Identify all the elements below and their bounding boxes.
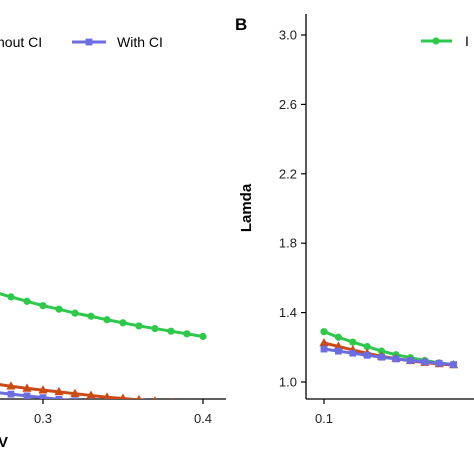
panel-a-series-0-point-9 xyxy=(55,305,63,313)
panel-b-series-2-point-3 xyxy=(363,351,371,359)
panel-a-series-0-point-16 xyxy=(167,327,175,335)
panel-b-x-ticks: 0.1 xyxy=(315,399,333,426)
panel-a-series-1-point-14 xyxy=(136,394,142,399)
panel-b-series-2-point-8 xyxy=(435,359,443,367)
panel-a-series-0-point-7 xyxy=(23,297,31,305)
panel-b-series-1-point-0 xyxy=(319,337,329,347)
panel-a-series-0-point-15 xyxy=(151,324,159,333)
panel-a-series-1-point-6 xyxy=(6,381,16,390)
panel-b-y-tick-label-5: 3.0 xyxy=(279,28,297,43)
panel-a-legend-label-1: With CI xyxy=(117,34,163,50)
panel-a-series-1-point-10 xyxy=(70,388,80,397)
panel-a-series-2-point-15 xyxy=(152,404,159,411)
panel-b-legend-key-marker-0 xyxy=(432,37,440,45)
panel-b-series xyxy=(319,328,459,369)
panel-b-series-0-point-3 xyxy=(363,343,371,351)
panel-a-series-0-point-18 xyxy=(199,332,207,341)
panel-a-series-1-line xyxy=(0,383,148,399)
panel-b-y-tick-label-0: 1.0 xyxy=(279,375,297,390)
panel-b-series-0-point-1 xyxy=(334,333,342,341)
panel-a-series-0-point-17 xyxy=(183,330,191,338)
panel-a-x-ticks: 0.3 0.4 xyxy=(34,399,212,426)
panel-a-series-0-point-10 xyxy=(71,309,79,317)
panel-b-letter: B xyxy=(235,15,247,34)
panel-b-series-2-point-6 xyxy=(407,357,414,364)
panel-a-series-2-point-14 xyxy=(136,403,143,410)
panel-b-series-2-point-9 xyxy=(450,361,457,369)
panel-b-series-2-point-4 xyxy=(378,353,385,361)
panel-a-series-1-point-17 xyxy=(186,398,188,399)
panel-a-series-0-point-8 xyxy=(39,302,47,310)
panel-b-y-tick-label-1: 1.4 xyxy=(279,305,297,320)
panel-a-x-tick-label-0: 0.3 xyxy=(34,411,52,426)
panel-a-series-2-point-16 xyxy=(168,405,175,412)
panel-b-series-2-line xyxy=(323,347,454,367)
panel-b-y-tick-label-4: 2.6 xyxy=(279,97,297,112)
panel-b-series-0-point-0 xyxy=(320,328,328,336)
panel-b-legend-label-0: I xyxy=(465,33,469,49)
panel-a-series-2-point-11 xyxy=(87,398,95,399)
panel-b-series-1-point-1 xyxy=(333,341,343,350)
panel-a-legend-label-0: hout CI xyxy=(0,34,42,50)
panel-a-x-axis-label-fragment: V xyxy=(0,434,8,451)
panel-a-series-1-point-7 xyxy=(22,383,32,392)
panel-a-series-2-point-13 xyxy=(120,401,127,408)
panel-a-legend: hout CI With CI xyxy=(0,34,163,50)
panel-b-series-0-point-2 xyxy=(349,338,357,346)
panel-a-series-2-point-12 xyxy=(104,400,111,407)
panel-a-series-2-point-10 xyxy=(71,397,79,399)
panel-a-series-0-point-6 xyxy=(7,293,15,301)
panel-b-series-2-point-1 xyxy=(335,347,342,355)
panel-a-series-2-point-17 xyxy=(184,406,191,413)
panel-a-series-2-point-6 xyxy=(7,390,15,398)
panel-a-legend-key-marker-1 xyxy=(85,38,93,46)
panel-b-x-tick-label-0: 0.1 xyxy=(315,411,333,426)
panel-a-series-2-point-8 xyxy=(39,394,47,399)
panel-a-series-2-point-9 xyxy=(55,396,63,399)
panel-a-series-1-point-15 xyxy=(153,396,157,399)
panel-b-series-2-point-0 xyxy=(320,345,328,353)
panel-a-series-2-point-7 xyxy=(23,392,31,399)
panel-a-series-1-point-11 xyxy=(86,390,96,399)
panel-a-series-0-point-12 xyxy=(103,316,111,324)
panel-a-x-tick-label-1: 0.4 xyxy=(194,411,212,426)
panel-b-series-0-point-4 xyxy=(378,347,386,355)
panel-b: B 1.0 1.4 1.8 2.2 2.6 3.0 0.1 Lamda I xyxy=(235,14,474,426)
panel-b-legend: I xyxy=(421,33,469,49)
panel-a-series-0-point-11 xyxy=(87,312,95,320)
panel-b-y-tick-label-2: 1.8 xyxy=(279,236,297,251)
panel-b-series-2-point-2 xyxy=(349,349,357,357)
panel-a-series-1-point-9 xyxy=(54,386,64,396)
panel-a-series-0-point-14 xyxy=(135,322,143,330)
panel-a-series-1-point-16 xyxy=(170,397,172,399)
panel-a-series-0-point-13 xyxy=(119,319,127,327)
panel-a-series-1-point-8 xyxy=(38,385,48,394)
panel-b-y-tick-label-3: 2.2 xyxy=(279,166,297,181)
panel-a-series-1-point-12 xyxy=(103,392,111,399)
panel-b-y-axis-title: Lamda xyxy=(238,183,255,232)
panel-a-series xyxy=(0,292,207,413)
panel-b-y-ticks: 1.0 1.4 1.8 2.2 2.6 3.0 xyxy=(279,28,306,390)
panel-a: 0.3 0.4 V hout CI With CI xyxy=(0,34,226,451)
panel-a-series-1-point-13 xyxy=(119,393,127,399)
panel-b-series-2-point-5 xyxy=(392,355,400,363)
panel-b-series-2-point-7 xyxy=(421,358,429,366)
